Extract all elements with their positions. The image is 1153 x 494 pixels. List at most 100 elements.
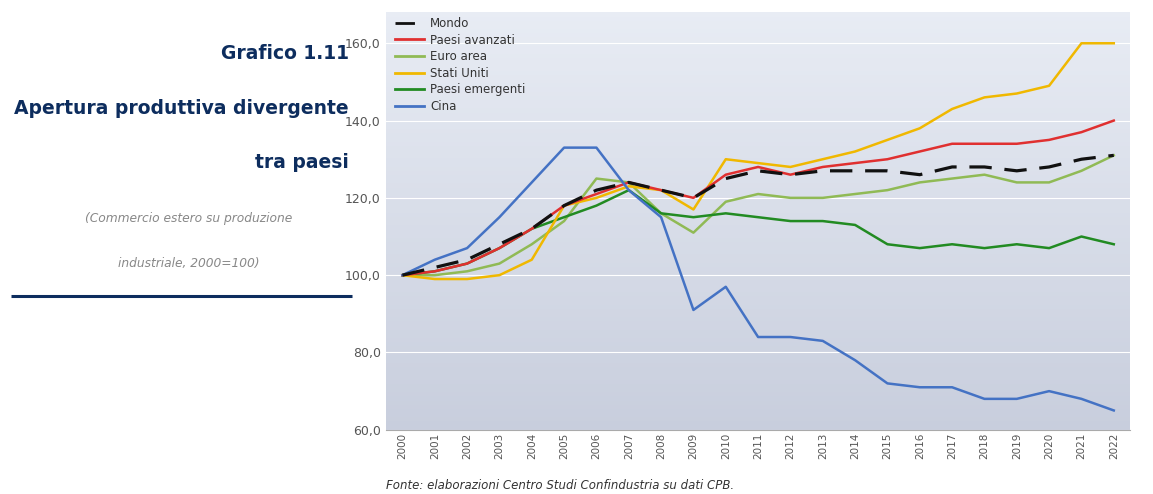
Bar [386, 388, 1130, 392]
Bar [386, 229, 1130, 234]
Bar [386, 384, 1130, 388]
Bar [386, 129, 1130, 133]
Bar [386, 225, 1130, 229]
Bar [386, 234, 1130, 238]
Bar [386, 217, 1130, 221]
Bar [386, 38, 1130, 41]
Bar [386, 113, 1130, 117]
Bar [386, 342, 1130, 346]
Bar [386, 392, 1130, 396]
Bar [386, 313, 1130, 317]
Bar [386, 121, 1130, 125]
Bar [386, 221, 1130, 225]
Bar [386, 329, 1130, 334]
Bar [386, 213, 1130, 217]
Bar [386, 413, 1130, 417]
Bar [386, 205, 1130, 208]
Bar [386, 150, 1130, 154]
Bar [386, 71, 1130, 75]
Text: (Commercio estero su produzione: (Commercio estero su produzione [85, 212, 293, 225]
Bar [386, 163, 1130, 167]
Bar [386, 263, 1130, 267]
Bar [386, 92, 1130, 96]
Bar [386, 21, 1130, 25]
Bar [386, 355, 1130, 359]
Bar [386, 367, 1130, 371]
Bar [386, 300, 1130, 304]
Bar [386, 405, 1130, 409]
Bar [386, 401, 1130, 405]
Bar [386, 83, 1130, 87]
Bar [386, 309, 1130, 313]
Bar [386, 179, 1130, 183]
Bar [386, 175, 1130, 179]
Bar [386, 246, 1130, 250]
Bar [386, 334, 1130, 338]
Text: Apertura produttiva divergente: Apertura produttiva divergente [14, 99, 348, 118]
Bar [386, 16, 1130, 21]
Bar [386, 41, 1130, 46]
Bar [386, 250, 1130, 254]
Bar [386, 167, 1130, 171]
Bar [386, 196, 1130, 200]
Bar [386, 238, 1130, 242]
Bar [386, 200, 1130, 205]
Bar [386, 396, 1130, 401]
Bar [386, 288, 1130, 292]
Bar [386, 338, 1130, 342]
Bar [386, 208, 1130, 213]
Bar [386, 254, 1130, 259]
Bar [386, 183, 1130, 188]
Bar [386, 192, 1130, 196]
Bar [386, 292, 1130, 296]
Text: Grafico 1.11: Grafico 1.11 [220, 44, 348, 63]
Bar [386, 304, 1130, 309]
Bar [386, 317, 1130, 321]
Bar [386, 359, 1130, 363]
Bar [386, 275, 1130, 280]
Bar [386, 421, 1130, 426]
Bar [386, 67, 1130, 71]
Bar [386, 142, 1130, 146]
Bar [386, 259, 1130, 263]
Text: Fonte: elaborazioni Centro Studi Confindustria su dati CPB.: Fonte: elaborazioni Centro Studi Confind… [386, 479, 734, 492]
Bar [386, 271, 1130, 275]
Bar [386, 146, 1130, 150]
Bar [386, 380, 1130, 384]
Bar [386, 350, 1130, 355]
Bar [386, 125, 1130, 129]
Bar [386, 62, 1130, 67]
Bar [386, 267, 1130, 271]
Bar [386, 29, 1130, 33]
Bar [386, 100, 1130, 104]
Bar [386, 96, 1130, 100]
Bar [386, 54, 1130, 58]
Bar [386, 117, 1130, 121]
Bar [386, 87, 1130, 92]
Bar [386, 188, 1130, 192]
Bar [386, 326, 1130, 329]
Bar [386, 284, 1130, 288]
Text: industriale, 2000=100): industriale, 2000=100) [118, 257, 259, 270]
Bar [386, 409, 1130, 413]
Bar [386, 138, 1130, 142]
Bar [386, 426, 1130, 430]
Text: tra paesi: tra paesi [255, 153, 348, 172]
Bar [386, 46, 1130, 50]
Legend: Mondo, Paesi avanzati, Euro area, Stati Uniti, Paesi emergenti, Cina: Mondo, Paesi avanzati, Euro area, Stati … [390, 12, 530, 118]
Bar [386, 75, 1130, 79]
Bar [386, 321, 1130, 326]
Bar [386, 296, 1130, 300]
Bar [386, 33, 1130, 38]
Bar [386, 363, 1130, 367]
Bar [386, 50, 1130, 54]
Bar [386, 346, 1130, 350]
Bar [386, 133, 1130, 138]
Bar [386, 25, 1130, 29]
Bar [386, 171, 1130, 175]
Bar [386, 79, 1130, 83]
Bar [386, 104, 1130, 108]
Bar [386, 417, 1130, 421]
Bar [386, 58, 1130, 62]
Bar [386, 375, 1130, 380]
